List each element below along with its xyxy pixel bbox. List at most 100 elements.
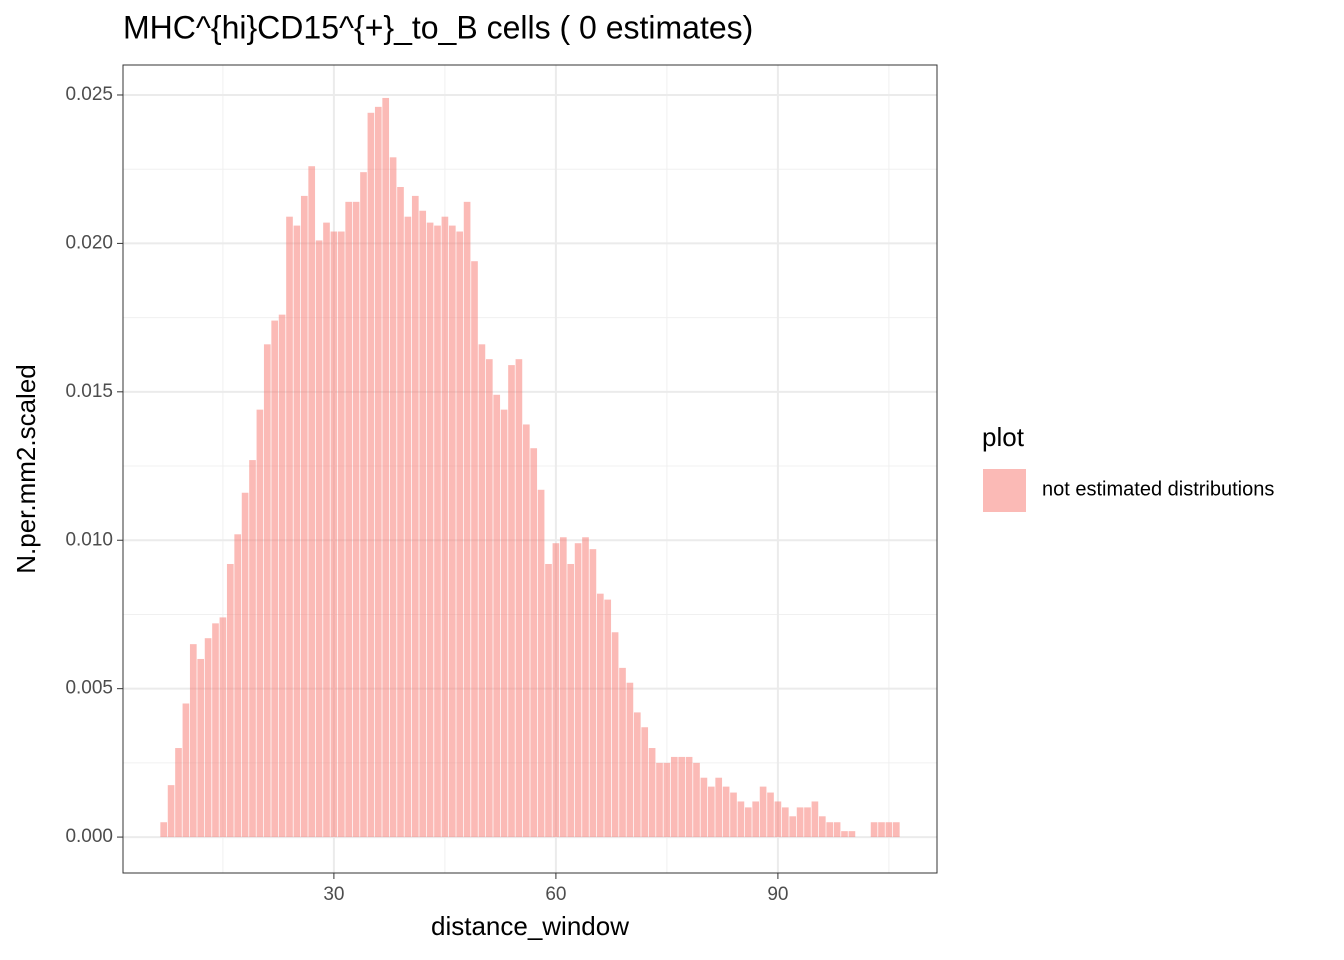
bar bbox=[604, 599, 612, 838]
bar bbox=[848, 831, 856, 838]
bar bbox=[559, 537, 567, 838]
legend-title: plot bbox=[982, 422, 1025, 452]
bar bbox=[360, 172, 367, 838]
bar bbox=[271, 320, 279, 838]
bar bbox=[249, 460, 256, 838]
bar bbox=[426, 222, 434, 838]
bar bbox=[892, 822, 900, 838]
bar bbox=[323, 222, 330, 838]
bar bbox=[730, 792, 737, 838]
bar bbox=[197, 658, 205, 838]
bar bbox=[389, 157, 397, 838]
bar bbox=[219, 617, 227, 838]
bar bbox=[160, 822, 168, 838]
bar bbox=[737, 801, 745, 838]
bar bbox=[441, 216, 449, 838]
bar bbox=[278, 314, 286, 838]
bar bbox=[189, 644, 197, 838]
bar bbox=[374, 106, 382, 838]
bar bbox=[411, 195, 419, 838]
bar bbox=[611, 632, 619, 838]
y-tick-label: 0.010 bbox=[65, 529, 113, 550]
bar bbox=[515, 359, 523, 838]
bar bbox=[493, 394, 501, 838]
bar bbox=[471, 261, 478, 838]
bar bbox=[182, 703, 190, 838]
bar bbox=[774, 801, 782, 838]
bar bbox=[530, 448, 538, 838]
bar bbox=[796, 807, 804, 838]
bar bbox=[293, 225, 301, 838]
bar bbox=[715, 777, 723, 838]
bar bbox=[678, 756, 686, 838]
bar bbox=[522, 424, 530, 838]
bar bbox=[641, 727, 649, 838]
bar bbox=[330, 231, 338, 838]
y-tick-label: 0.015 bbox=[65, 381, 113, 402]
bar bbox=[670, 756, 678, 838]
bar bbox=[167, 785, 175, 838]
bar bbox=[804, 807, 811, 838]
bar bbox=[537, 489, 545, 838]
y-tick-label: 0.000 bbox=[65, 826, 113, 847]
bar bbox=[500, 409, 508, 838]
bar bbox=[485, 359, 493, 838]
bar bbox=[508, 365, 515, 838]
bar bbox=[870, 822, 878, 838]
bar bbox=[789, 816, 797, 838]
bar bbox=[308, 166, 316, 838]
bar bbox=[463, 201, 471, 838]
bar bbox=[811, 801, 819, 838]
bar bbox=[478, 344, 486, 838]
bar bbox=[397, 187, 404, 838]
bar bbox=[256, 409, 264, 838]
bar bbox=[656, 762, 663, 838]
y-tick-label: 0.005 bbox=[65, 678, 113, 699]
bar bbox=[234, 534, 242, 838]
bar bbox=[685, 756, 693, 838]
bar bbox=[286, 216, 293, 838]
bar bbox=[818, 816, 826, 838]
bar bbox=[700, 777, 708, 838]
x-tick-label: 60 bbox=[545, 884, 566, 905]
bar bbox=[226, 563, 234, 838]
y-axis-label: N.per.mm2.scaled bbox=[11, 364, 41, 574]
bar bbox=[300, 195, 308, 838]
bar bbox=[693, 762, 700, 838]
bar bbox=[841, 831, 848, 838]
bar bbox=[337, 231, 345, 838]
bar bbox=[345, 201, 353, 838]
bar bbox=[456, 231, 464, 838]
bar bbox=[204, 638, 212, 838]
bar bbox=[582, 537, 589, 838]
bar bbox=[434, 225, 441, 838]
bar bbox=[175, 748, 182, 838]
bar bbox=[552, 543, 560, 838]
bar bbox=[596, 593, 604, 838]
bar bbox=[574, 543, 582, 838]
bar bbox=[404, 216, 412, 838]
bar bbox=[419, 210, 427, 838]
bar bbox=[833, 822, 841, 838]
bar bbox=[826, 822, 834, 838]
bar bbox=[241, 492, 249, 838]
bar bbox=[648, 748, 656, 838]
bar bbox=[633, 712, 641, 838]
legend-key bbox=[983, 469, 1026, 512]
bar bbox=[545, 563, 552, 838]
bar bbox=[626, 682, 634, 838]
bar bbox=[589, 549, 597, 838]
bar bbox=[781, 807, 789, 838]
bar bbox=[878, 822, 885, 838]
bar bbox=[567, 563, 575, 838]
bar bbox=[707, 786, 715, 838]
bar bbox=[885, 822, 893, 838]
x-axis-label: distance_window bbox=[431, 911, 629, 941]
y-tick-label: 0.025 bbox=[65, 84, 113, 105]
bar bbox=[315, 240, 323, 838]
bar bbox=[767, 792, 774, 838]
chart-title: MHC^{hi}CD15^{+}_to_B cells ( 0 estimate… bbox=[123, 9, 753, 45]
x-tick-label: 90 bbox=[767, 884, 788, 905]
